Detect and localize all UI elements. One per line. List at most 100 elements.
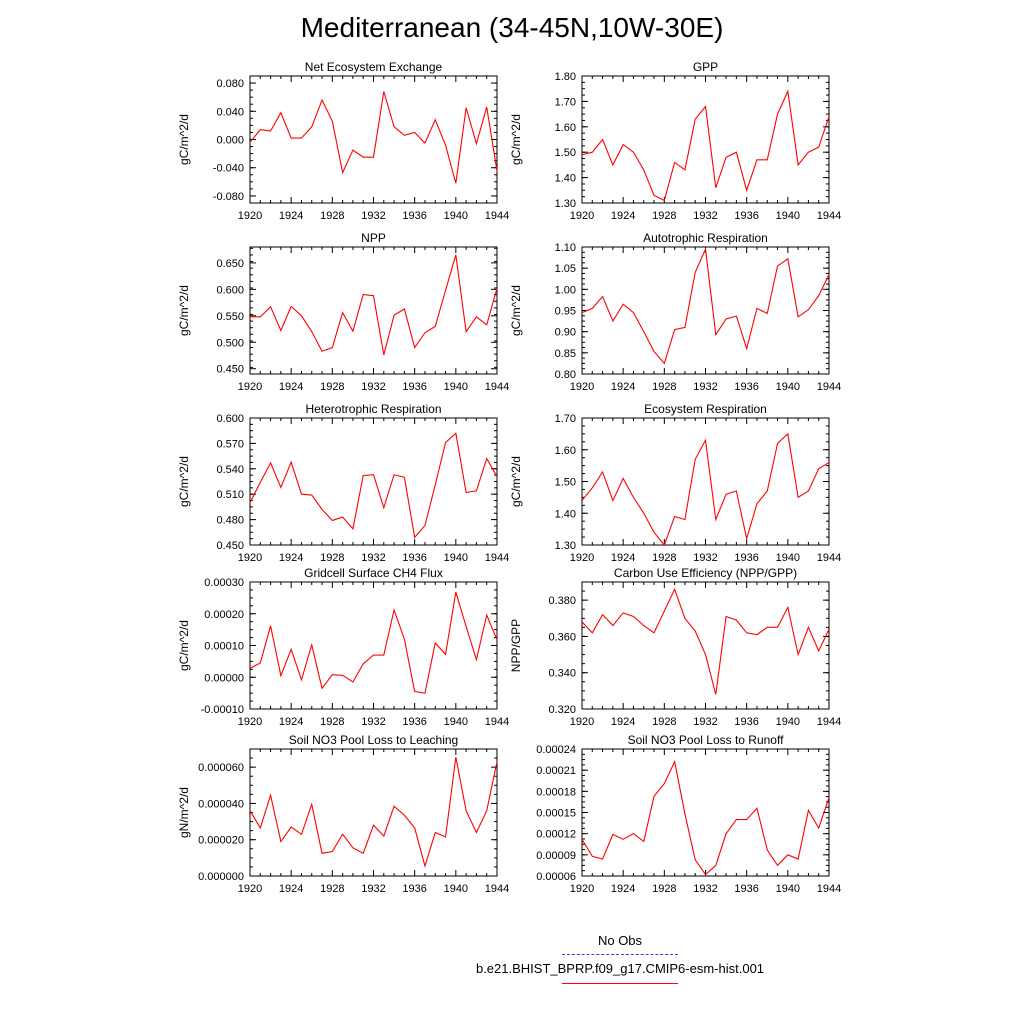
x-tick-label: 1932 (361, 552, 385, 564)
y-axis-label: gC/m^2/d (177, 456, 191, 507)
y-tick-label: 0.80 (555, 369, 576, 381)
y-tick-label: 0.360 (548, 631, 576, 643)
x-tick-label: 1920 (570, 381, 594, 393)
x-tick-label: 1920 (570, 716, 594, 728)
y-axis-label: gC/m^2/d (177, 620, 191, 671)
panel-carbon-use-efficiency-npp-gpp: Carbon Use Efficiency (NPP/GPP) NPP/GPP 19… (509, 566, 841, 728)
y-tick-label: 1.05 (555, 263, 576, 275)
y-tick-label: 0.000040 (198, 798, 244, 810)
y-tick-label: 1.80 (555, 71, 576, 83)
panel-ecosystem-respiration: Ecosystem Respiration gC/m^2/d 1920 1924 192… (509, 402, 841, 564)
panel-title: NPP (361, 231, 386, 245)
x-tick-label: 1944 (485, 716, 509, 728)
x-tick-label: 1928 (652, 210, 676, 222)
y-axis-label: gC/m^2/d (177, 285, 191, 336)
plot-frame (249, 75, 498, 204)
y-tick-label: 0.600 (216, 284, 244, 296)
x-tick-label: 1940 (776, 552, 800, 564)
plot-frame (581, 581, 830, 710)
x-tick-label: 1932 (693, 381, 717, 393)
panel-title: Soil NO3 Pool Loss to Runoff (628, 733, 785, 747)
x-tick-label: 1936 (402, 210, 426, 222)
y-axis-label: gC/m^2/d (509, 114, 523, 165)
y-tick-label: 0.080 (216, 78, 244, 90)
y-tick-label: 0.340 (548, 668, 576, 680)
x-tick-label: 1940 (444, 210, 468, 222)
series-line-heterotrophic-respiration (249, 432, 498, 539)
x-tick-label: 1940 (444, 552, 468, 564)
x-tick-label: 1940 (776, 716, 800, 728)
y-axis-label: NPP/GPP (509, 619, 523, 672)
x-tick-label: 1932 (361, 716, 385, 728)
y-tick-label: 0.480 (216, 515, 244, 527)
panel-title: Ecosystem Respiration (644, 402, 767, 416)
y-tick-label: 1.60 (555, 445, 576, 457)
y-tick-label: 1.10 (555, 242, 576, 254)
x-tick-label: 1924 (279, 381, 303, 393)
y-tick-label: 0.90 (555, 327, 576, 339)
x-tick-label: 1920 (570, 210, 594, 222)
x-tick-label: 1944 (485, 883, 509, 895)
y-tick-label: -0.00010 (201, 704, 244, 716)
y-axis-label: gC/m^2/d (509, 285, 523, 336)
y-tick-label: 0.00009 (536, 850, 576, 862)
y-tick-label: 0.95 (555, 306, 576, 318)
series-line-gridcell-surface-ch4-flux (249, 592, 498, 694)
y-tick-label: 0.650 (216, 258, 244, 270)
y-tick-label: 1.00 (555, 284, 576, 296)
plot-frame (249, 748, 498, 877)
y-tick-label: 0.380 (548, 595, 576, 607)
panel-title: Gridcell Surface CH4 Flux (304, 566, 443, 580)
x-tick-label: 1928 (320, 552, 344, 564)
y-tick-label: 0.500 (216, 337, 244, 349)
y-tick-label: -0.040 (213, 163, 244, 175)
x-tick-label: 1932 (361, 883, 385, 895)
panel-title: Autotrophic Respiration (643, 231, 768, 245)
y-axis-label: gC/m^2/d (177, 114, 191, 165)
y-tick-label: 0.450 (216, 540, 244, 552)
y-tick-label: -0.080 (213, 191, 244, 203)
x-tick-label: 1920 (238, 381, 262, 393)
x-tick-label: 1944 (485, 381, 509, 393)
x-tick-label: 1928 (652, 381, 676, 393)
y-tick-label: 0.600 (216, 413, 244, 425)
x-tick-label: 1936 (402, 552, 426, 564)
x-tick-label: 1944 (817, 381, 841, 393)
y-tick-label: 0.510 (216, 489, 244, 501)
x-tick-label: 1940 (776, 210, 800, 222)
x-tick-label: 1928 (320, 883, 344, 895)
series-line-net-ecosystem-exchange (249, 91, 498, 184)
x-tick-label: 1940 (776, 381, 800, 393)
panel-gridcell-surface-ch4-flux: Gridcell Surface CH4 Flux gC/m^2/d 1920 192… (177, 566, 509, 728)
y-tick-label: 0.000060 (198, 762, 244, 774)
series-line-soil-no3-pool-loss-to-leaching (249, 757, 498, 869)
x-tick-label: 1932 (361, 381, 385, 393)
panel-heterotrophic-respiration: Heterotrophic Respiration gC/m^2/d 1920 192… (177, 402, 509, 564)
x-tick-label: 1920 (238, 210, 262, 222)
x-tick-label: 1928 (652, 716, 676, 728)
y-tick-label: 1.30 (555, 198, 576, 210)
x-tick-label: 1936 (734, 210, 758, 222)
plot-frame (581, 75, 830, 204)
x-tick-label: 1936 (734, 883, 758, 895)
plot-frame (249, 581, 498, 710)
y-tick-label: 0.040 (216, 106, 244, 118)
y-axis-label: gN/m^2/d (177, 787, 191, 838)
y-tick-label: 0.000000 (198, 871, 244, 883)
y-tick-label: 1.50 (555, 147, 576, 159)
series-line-npp (250, 254, 498, 356)
panel-npp: NPP gC/m^2/d 1920 1924 1928 1932 1936 1940 1944 0… (177, 231, 509, 393)
x-tick-label: 1944 (817, 210, 841, 222)
y-tick-label: 0.85 (555, 348, 576, 360)
x-tick-label: 1924 (611, 381, 635, 393)
y-tick-label: 0.00020 (204, 609, 244, 621)
y-tick-label: 0.00030 (204, 577, 244, 589)
y-axis-label: gC/m^2/d (509, 456, 523, 507)
x-tick-label: 1920 (570, 883, 594, 895)
y-tick-label: 0.00012 (536, 829, 576, 841)
y-tick-label: 1.50 (555, 477, 576, 489)
x-tick-label: 1932 (693, 883, 717, 895)
y-tick-label: 0.00015 (536, 808, 576, 820)
y-tick-label: 0.550 (216, 311, 244, 323)
